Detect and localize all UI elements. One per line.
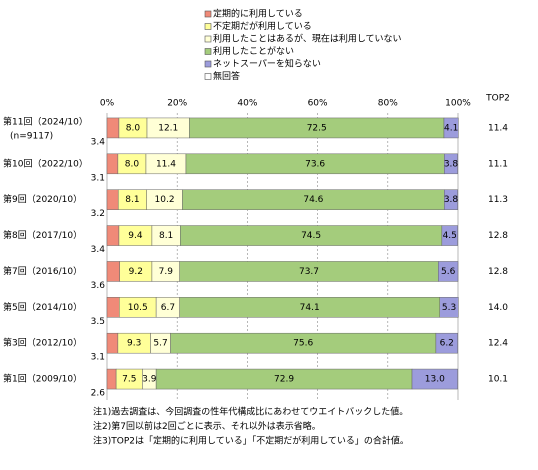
bar-segment <box>106 117 120 139</box>
bar-segment <box>106 368 117 390</box>
x-tick-label: 60% <box>308 99 328 109</box>
legend-label: 無回答 <box>213 70 240 82</box>
bar-segment <box>443 117 459 139</box>
category-label: 第1回（2009/10） <box>3 373 82 385</box>
legend-label: 利用したことがない <box>213 45 294 57</box>
value-label: 3.9 <box>142 375 157 385</box>
value-label: 3.8 <box>444 195 459 205</box>
legend-swatch <box>204 73 212 80</box>
value-label: 6.7 <box>161 303 175 313</box>
legend-label: 定期的に利用している <box>213 8 303 20</box>
category-label: 第9回（2020/10） <box>3 193 82 205</box>
x-tick-label: 40% <box>237 99 257 109</box>
value-label: 9.3 <box>127 339 141 349</box>
value-label: 7.5 <box>122 375 136 385</box>
value-label: 4.1 <box>444 123 458 133</box>
note: 注3)TOP2は「定期的に利用している」「不定期だが利用している」の合計値。 <box>93 435 409 447</box>
x-tick-label: 20% <box>167 99 187 109</box>
bar-segment <box>106 225 120 246</box>
category-label: 第5回（2014/10） <box>3 301 82 313</box>
category-label: 第7回（2016/10） <box>3 265 82 277</box>
legend-label: 不定期だが利用している <box>213 20 312 32</box>
bar-segment <box>106 153 119 175</box>
top2-value: 12.8 <box>488 231 508 241</box>
bar-segment <box>106 332 119 354</box>
value-label: 2.6 <box>91 389 106 399</box>
value-label: 3.5 <box>91 317 105 327</box>
category-label: 第10回（2022/10） <box>3 157 88 169</box>
top2-value: 12.4 <box>488 339 508 349</box>
value-label: 75.6 <box>293 339 313 349</box>
bar-segment <box>411 368 458 390</box>
value-label: 5.7 <box>153 339 167 349</box>
value-label: 74.5 <box>301 231 321 241</box>
category-label: 第3回（2012/10） <box>3 337 82 349</box>
value-label: 9.4 <box>128 231 143 241</box>
value-label: 12.1 <box>158 123 178 133</box>
value-label: 8.0 <box>125 159 140 169</box>
value-label: 13.0 <box>425 375 445 385</box>
legend-swatch <box>204 35 212 43</box>
x-tick-label: 0% <box>100 99 115 109</box>
value-label: 3.6 <box>91 281 106 291</box>
value-label: 3.1 <box>91 353 105 363</box>
value-label: 73.6 <box>305 159 325 169</box>
value-label: 74.1 <box>300 303 320 313</box>
sample-label: (n=9117) <box>10 131 53 141</box>
value-label: 3.1 <box>91 173 105 183</box>
bar-segment <box>444 189 458 210</box>
x-tick-label: 80% <box>378 99 398 109</box>
bar-segment <box>435 332 458 354</box>
value-label: 11.4 <box>156 159 176 169</box>
value-label: 9.2 <box>129 267 143 277</box>
note: 注2)第7回以前は2回ごとに表示、それ以外は表示省略。 <box>93 420 321 432</box>
bar-segment <box>438 261 459 282</box>
value-label: 73.7 <box>299 267 319 277</box>
value-label: 8.1 <box>125 195 139 205</box>
top2-header: TOP2 <box>485 94 510 104</box>
top2-value: 11.1 <box>488 159 508 169</box>
value-label: 7.9 <box>159 267 174 277</box>
legend-swatch <box>204 23 212 30</box>
value-label: 5.6 <box>441 267 456 277</box>
category-label: 第11回（2024/10） <box>3 115 88 127</box>
value-label: 3.8 <box>444 159 459 169</box>
bar-segment <box>106 261 120 282</box>
legend-swatch <box>204 48 212 55</box>
value-label: 3.4 <box>91 245 106 255</box>
bar-segment <box>441 225 458 246</box>
value-label: 72.5 <box>307 123 327 133</box>
bar-segment <box>106 189 119 210</box>
value-label: 74.6 <box>303 195 323 205</box>
top2-value: 14.0 <box>488 303 508 313</box>
note: 注1)過去調査は、今回調査の性年代構成比にあわせてウエイトバックした値。 <box>93 406 408 418</box>
value-label: 10.5 <box>128 303 148 313</box>
top2-value: 10.1 <box>488 375 508 385</box>
value-label: 3.4 <box>91 137 106 147</box>
legend-swatch <box>204 60 212 68</box>
value-label: 5.3 <box>442 303 456 313</box>
value-label: 3.2 <box>91 209 105 219</box>
legend-swatch <box>204 10 212 18</box>
value-label: 4.5 <box>443 231 457 241</box>
top2-value: 11.3 <box>488 195 508 205</box>
value-label: 10.2 <box>155 195 175 205</box>
category-label: 第8回（2017/10） <box>3 229 82 241</box>
bar-segment <box>444 153 458 175</box>
bar-segment <box>439 297 459 318</box>
value-label: 8.1 <box>159 231 173 241</box>
x-tick-label: 100% <box>445 99 471 109</box>
bar-segment <box>106 297 120 318</box>
value-label: 72.9 <box>274 375 294 385</box>
legend-label: 利用したことはあるが、現在は利用していない <box>213 33 402 45</box>
top2-value: 12.8 <box>488 267 508 277</box>
value-label: 8.0 <box>126 123 141 133</box>
value-label: 6.2 <box>440 339 454 349</box>
legend-label: ネットスーパーを知らない <box>213 58 321 70</box>
top2-value: 11.4 <box>488 123 508 133</box>
